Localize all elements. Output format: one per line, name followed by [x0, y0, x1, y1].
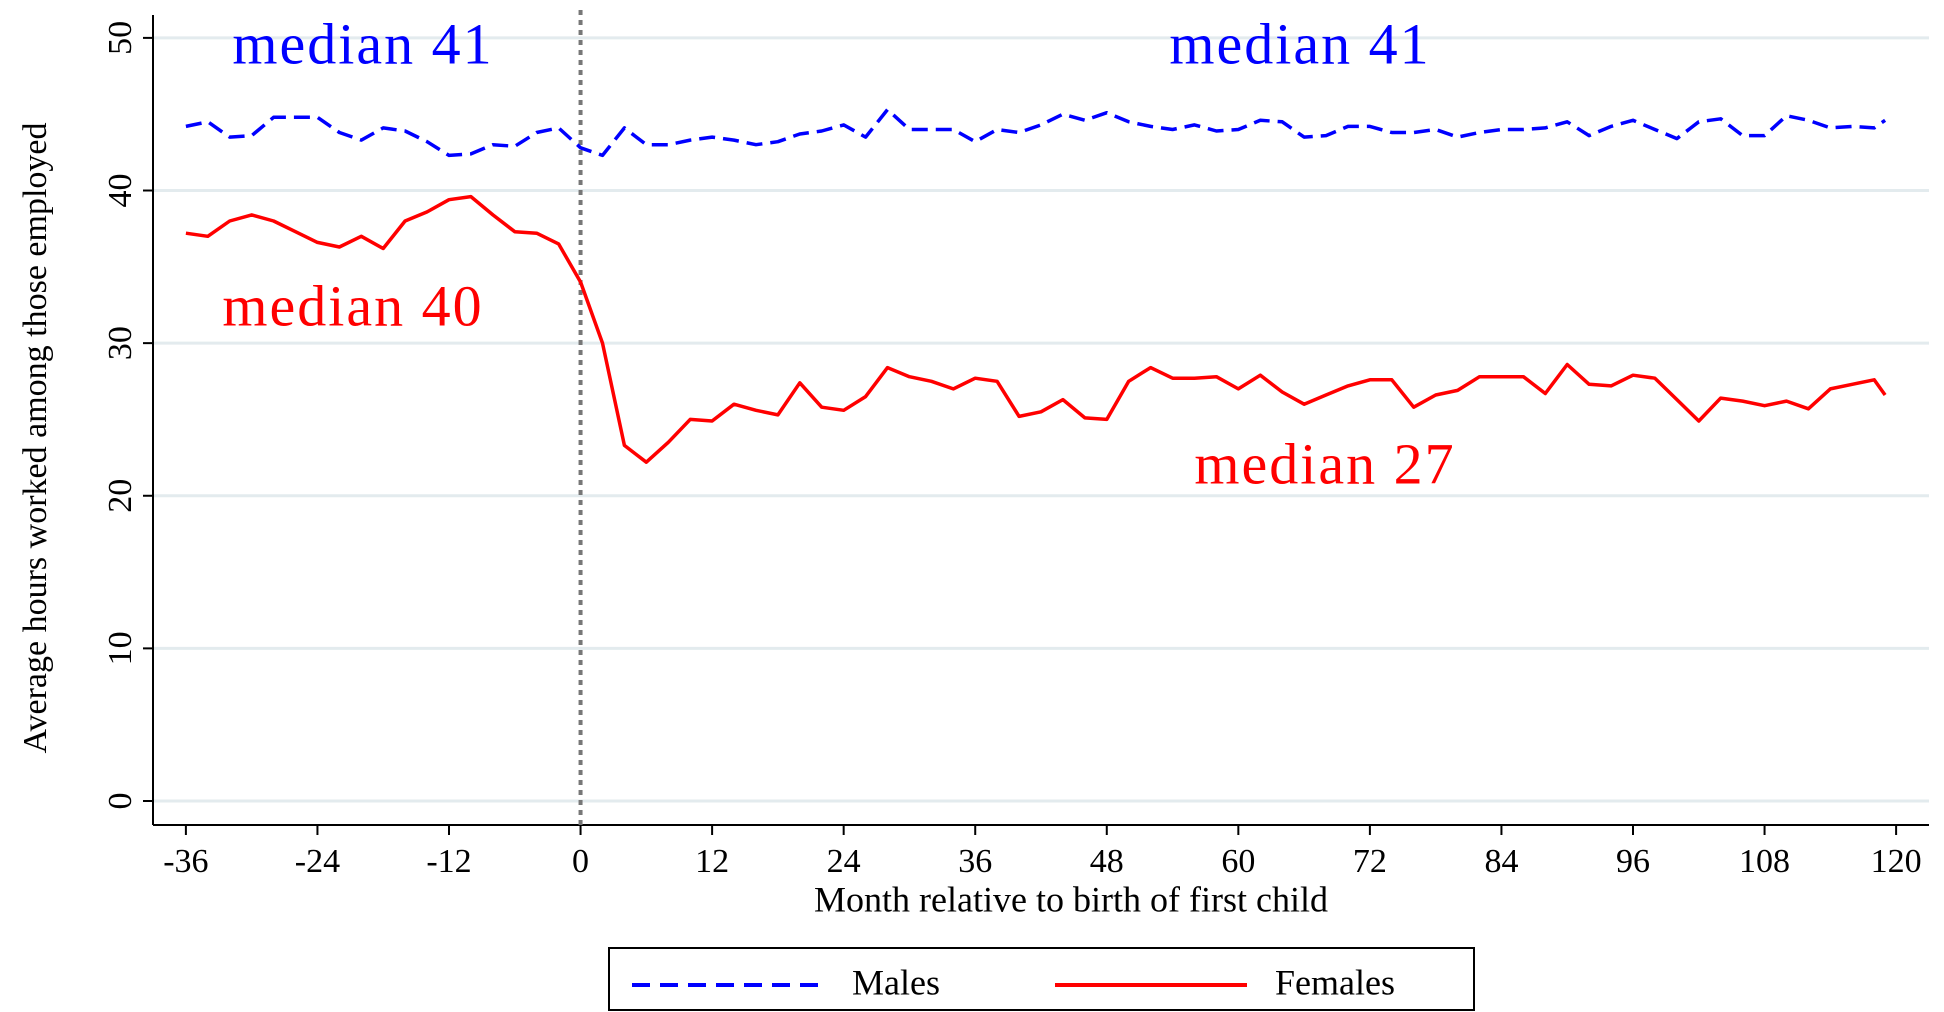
x-tick-label: 36 [958, 843, 992, 880]
y-tick-label: 20 [102, 479, 139, 513]
x-tick-label: 48 [1090, 843, 1124, 880]
y-tick-label: 30 [102, 326, 139, 360]
annotation: median 41 [232, 11, 493, 76]
y-tick-label: 10 [102, 631, 139, 665]
y-tick-label: 0 [102, 793, 139, 810]
annotation: median 27 [1194, 431, 1455, 496]
x-tick-label: -12 [426, 843, 471, 880]
annotation: median 40 [222, 273, 483, 338]
y-tick-label: 50 [102, 21, 139, 55]
x-tick-label: 120 [1871, 843, 1922, 880]
x-tick-label: 96 [1616, 843, 1650, 880]
x-tick-label: 0 [572, 843, 589, 880]
y-tick-label: 40 [102, 174, 139, 208]
series-line [185, 107, 1887, 158]
x-tick-label: 60 [1221, 843, 1255, 880]
x-tick-label: 24 [827, 843, 861, 880]
x-tick-label: 84 [1484, 843, 1518, 880]
legend-box [608, 947, 1475, 1011]
y-axis-title: Average hours worked among those employe… [17, 122, 54, 753]
legend-label: Females [1275, 962, 1395, 1002]
x-tick-label: 12 [695, 843, 729, 880]
annotation: median 41 [1169, 11, 1430, 76]
x-tick-label: 72 [1353, 843, 1387, 880]
x-tick-label: -36 [163, 843, 208, 880]
x-axis-title: Month relative to birth of first child [814, 879, 1328, 919]
x-tick-label: 108 [1739, 843, 1790, 880]
legend-label: Males [852, 962, 940, 1002]
legend: Males Females [608, 947, 1475, 1011]
series-line [185, 194, 1887, 464]
x-tick-label: -24 [295, 843, 340, 880]
